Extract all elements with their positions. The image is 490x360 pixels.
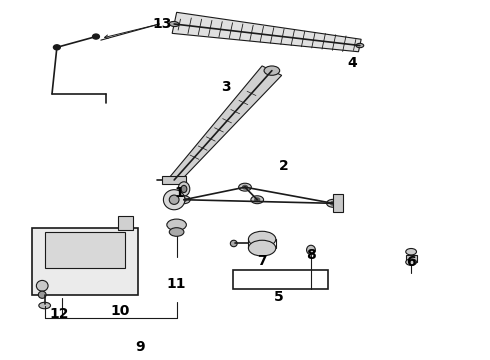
Text: 9: 9 [135, 340, 145, 354]
Ellipse shape [163, 190, 185, 210]
Circle shape [93, 34, 99, 39]
Ellipse shape [169, 228, 184, 236]
Text: 10: 10 [111, 304, 130, 318]
Ellipse shape [170, 22, 179, 27]
Bar [162, 176, 186, 184]
Ellipse shape [264, 66, 280, 75]
Text: 5: 5 [274, 289, 284, 303]
Bar [233, 270, 328, 289]
Text: 11: 11 [167, 277, 186, 291]
Text: 4: 4 [347, 57, 357, 71]
Ellipse shape [181, 185, 187, 193]
Text: 13: 13 [152, 17, 171, 31]
Ellipse shape [406, 248, 416, 255]
Bar [45, 232, 125, 269]
Ellipse shape [356, 43, 364, 48]
Ellipse shape [406, 259, 416, 265]
Bar [32, 228, 138, 295]
Ellipse shape [248, 231, 276, 247]
Circle shape [255, 198, 260, 202]
Bar [406, 255, 416, 262]
Text: 7: 7 [257, 254, 267, 268]
Circle shape [100, 40, 104, 42]
Bar [333, 194, 343, 212]
Ellipse shape [251, 196, 264, 204]
Ellipse shape [169, 195, 179, 204]
Ellipse shape [39, 302, 50, 309]
Text: 3: 3 [220, 80, 230, 94]
Ellipse shape [36, 280, 48, 291]
Circle shape [181, 198, 186, 202]
Circle shape [53, 45, 60, 50]
Ellipse shape [327, 199, 339, 207]
Text: 2: 2 [279, 159, 289, 173]
Ellipse shape [38, 291, 46, 298]
Ellipse shape [239, 183, 251, 191]
Text: 8: 8 [306, 248, 316, 262]
Polygon shape [169, 66, 282, 183]
Ellipse shape [307, 245, 316, 255]
Polygon shape [172, 12, 361, 52]
Text: 12: 12 [49, 307, 69, 321]
Ellipse shape [167, 219, 186, 230]
Circle shape [331, 202, 335, 205]
Text: 1: 1 [174, 185, 184, 199]
Ellipse shape [230, 240, 237, 247]
Circle shape [243, 185, 247, 189]
Bar [118, 216, 133, 230]
Ellipse shape [248, 240, 276, 256]
Ellipse shape [178, 182, 190, 196]
Ellipse shape [177, 196, 190, 204]
Text: 6: 6 [406, 256, 416, 270]
